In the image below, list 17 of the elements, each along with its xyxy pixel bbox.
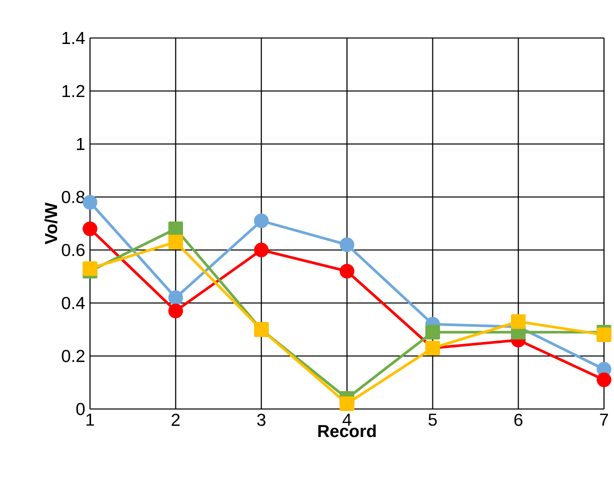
- y-axis-title: Vo/W: [44, 202, 58, 244]
- x-tick-label: 4: [342, 414, 352, 426]
- x-tick-label: 3: [257, 414, 266, 426]
- x-tick-label: 1: [86, 414, 94, 426]
- x-axis-title: Record: [318, 424, 376, 438]
- y-tick-label: 0.2: [62, 350, 84, 362]
- y-tick-label: 0.6: [62, 244, 85, 256]
- x-tick-label: 5: [428, 414, 437, 426]
- y-tick-label: 0: [76, 402, 85, 416]
- x-tick-label: 7: [600, 414, 608, 426]
- x-tick-label: 6: [514, 414, 522, 426]
- y-tick-label: 1: [76, 138, 84, 150]
- x-tick-label: 2: [172, 414, 180, 426]
- y-tick-label: 0.8: [62, 190, 85, 204]
- y-tick-label: 0.4: [62, 296, 85, 310]
- y-tick-label: 1.4: [62, 32, 85, 44]
- y-tick-label: 1.2: [62, 84, 84, 98]
